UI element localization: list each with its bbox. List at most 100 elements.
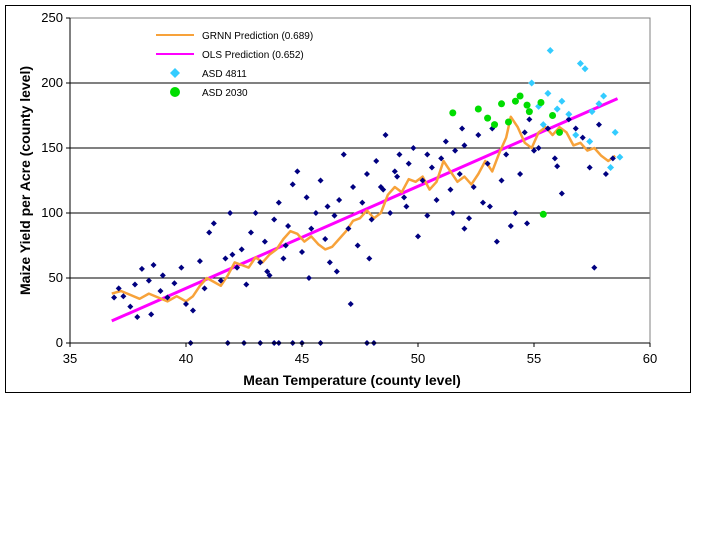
observed-point <box>138 265 145 272</box>
observed-point <box>602 171 609 177</box>
observed-point <box>484 160 491 167</box>
observed-point <box>333 268 340 275</box>
asd2030-point <box>498 100 506 108</box>
observed-point <box>475 132 482 138</box>
observed-point <box>403 203 410 210</box>
observed-point <box>294 168 301 175</box>
observed-point <box>424 151 431 158</box>
asd4811-point <box>595 100 603 108</box>
plot-area-border <box>69 17 651 344</box>
asd4811-point <box>528 79 536 87</box>
observed-point <box>350 184 357 190</box>
asd4811-layer <box>528 47 624 171</box>
observed-point <box>572 125 579 132</box>
legend-swatch-asd4811 <box>170 68 180 78</box>
asd2030-point <box>523 101 531 109</box>
observed-point <box>145 277 152 284</box>
asd2030-point <box>537 99 545 106</box>
y-axis-title: Maize Yield per Acre (county level) <box>17 66 33 295</box>
observed-point <box>206 229 213 236</box>
observed-point <box>452 147 459 154</box>
observed-point <box>148 311 155 318</box>
observed-point <box>171 280 178 287</box>
asd2030-point <box>484 114 492 122</box>
legend-label-asd2030: ASD 2030 <box>202 88 248 99</box>
observed-point <box>282 242 289 249</box>
observed-point <box>266 272 273 279</box>
observed-point <box>196 258 203 265</box>
observed-point <box>264 268 271 275</box>
observed-point <box>324 203 331 210</box>
asd4811-point <box>539 121 547 129</box>
observed-point <box>461 142 468 149</box>
asd2030-point <box>556 128 564 136</box>
legend-label-asd4811: ASD 4811 <box>202 69 247 80</box>
observed-point <box>380 186 387 193</box>
asd4811-point <box>588 108 596 116</box>
asd4811-point <box>546 47 554 54</box>
chart-frame: 0 50 100 150 200 250 35 40 45 50 55 60 Mean Temperat… <box>5 5 691 393</box>
observed-point <box>111 294 118 301</box>
observed-point <box>503 151 510 158</box>
asd4811-point <box>544 89 552 97</box>
observed-point <box>303 194 310 201</box>
observed-point <box>345 225 352 232</box>
observed-point <box>312 210 319 216</box>
observed-point <box>326 259 333 266</box>
observed-point <box>558 190 565 197</box>
observed-point <box>157 288 164 294</box>
asd4811-point <box>581 65 589 73</box>
observed-point <box>401 194 408 201</box>
observed-point <box>222 255 229 262</box>
observed-point <box>579 134 586 141</box>
x-tick-label: 45 <box>295 351 309 366</box>
asd4811-point <box>558 97 566 105</box>
asd4811-point <box>616 153 624 161</box>
observed-point <box>210 220 217 227</box>
observed-point <box>336 197 343 203</box>
asd2030-point <box>511 97 519 105</box>
observed-point <box>271 216 278 223</box>
observed-point <box>535 145 542 151</box>
observed-point <box>419 177 426 184</box>
observed-point <box>512 210 519 216</box>
plot-area-frame <box>69 17 651 344</box>
observed-point <box>289 181 296 188</box>
legend-label-ols: OLS Prediction (0.652) <box>202 50 304 61</box>
observed-point <box>459 125 466 132</box>
observed-point <box>317 177 324 184</box>
observed-point <box>217 277 224 284</box>
grnn-layer <box>111 115 616 303</box>
observed-point <box>565 116 572 123</box>
asd2030-point <box>449 109 457 117</box>
observed-point <box>252 210 259 216</box>
x-tick-label: 50 <box>411 351 425 366</box>
observed-point <box>238 246 245 253</box>
asd4811-point <box>576 60 584 67</box>
observed-point <box>227 210 234 216</box>
observed-point <box>178 264 185 271</box>
observed-point <box>247 229 254 236</box>
observed-point <box>591 264 598 271</box>
x-tick-label: 60 <box>643 351 657 366</box>
observed-point <box>373 158 380 164</box>
observed-point <box>366 255 373 262</box>
observed-point <box>234 264 241 271</box>
observed-point <box>449 210 456 216</box>
observed-point <box>201 285 208 292</box>
observed-point <box>442 138 449 145</box>
asd2030-point <box>549 112 557 119</box>
observed-point <box>524 220 531 227</box>
grnn-line <box>111 115 616 303</box>
observed-point <box>521 129 528 136</box>
x-tick-label: 40 <box>179 351 193 366</box>
observed-point <box>183 301 189 307</box>
observed-point <box>405 160 412 167</box>
y-tick-label: 150 <box>41 140 63 155</box>
observed-point <box>127 303 134 310</box>
observed-point <box>544 125 551 132</box>
x-tick-label: 55 <box>527 351 541 366</box>
observed-point <box>586 164 593 171</box>
observed-point <box>466 215 473 222</box>
asd2030-point <box>474 105 482 113</box>
